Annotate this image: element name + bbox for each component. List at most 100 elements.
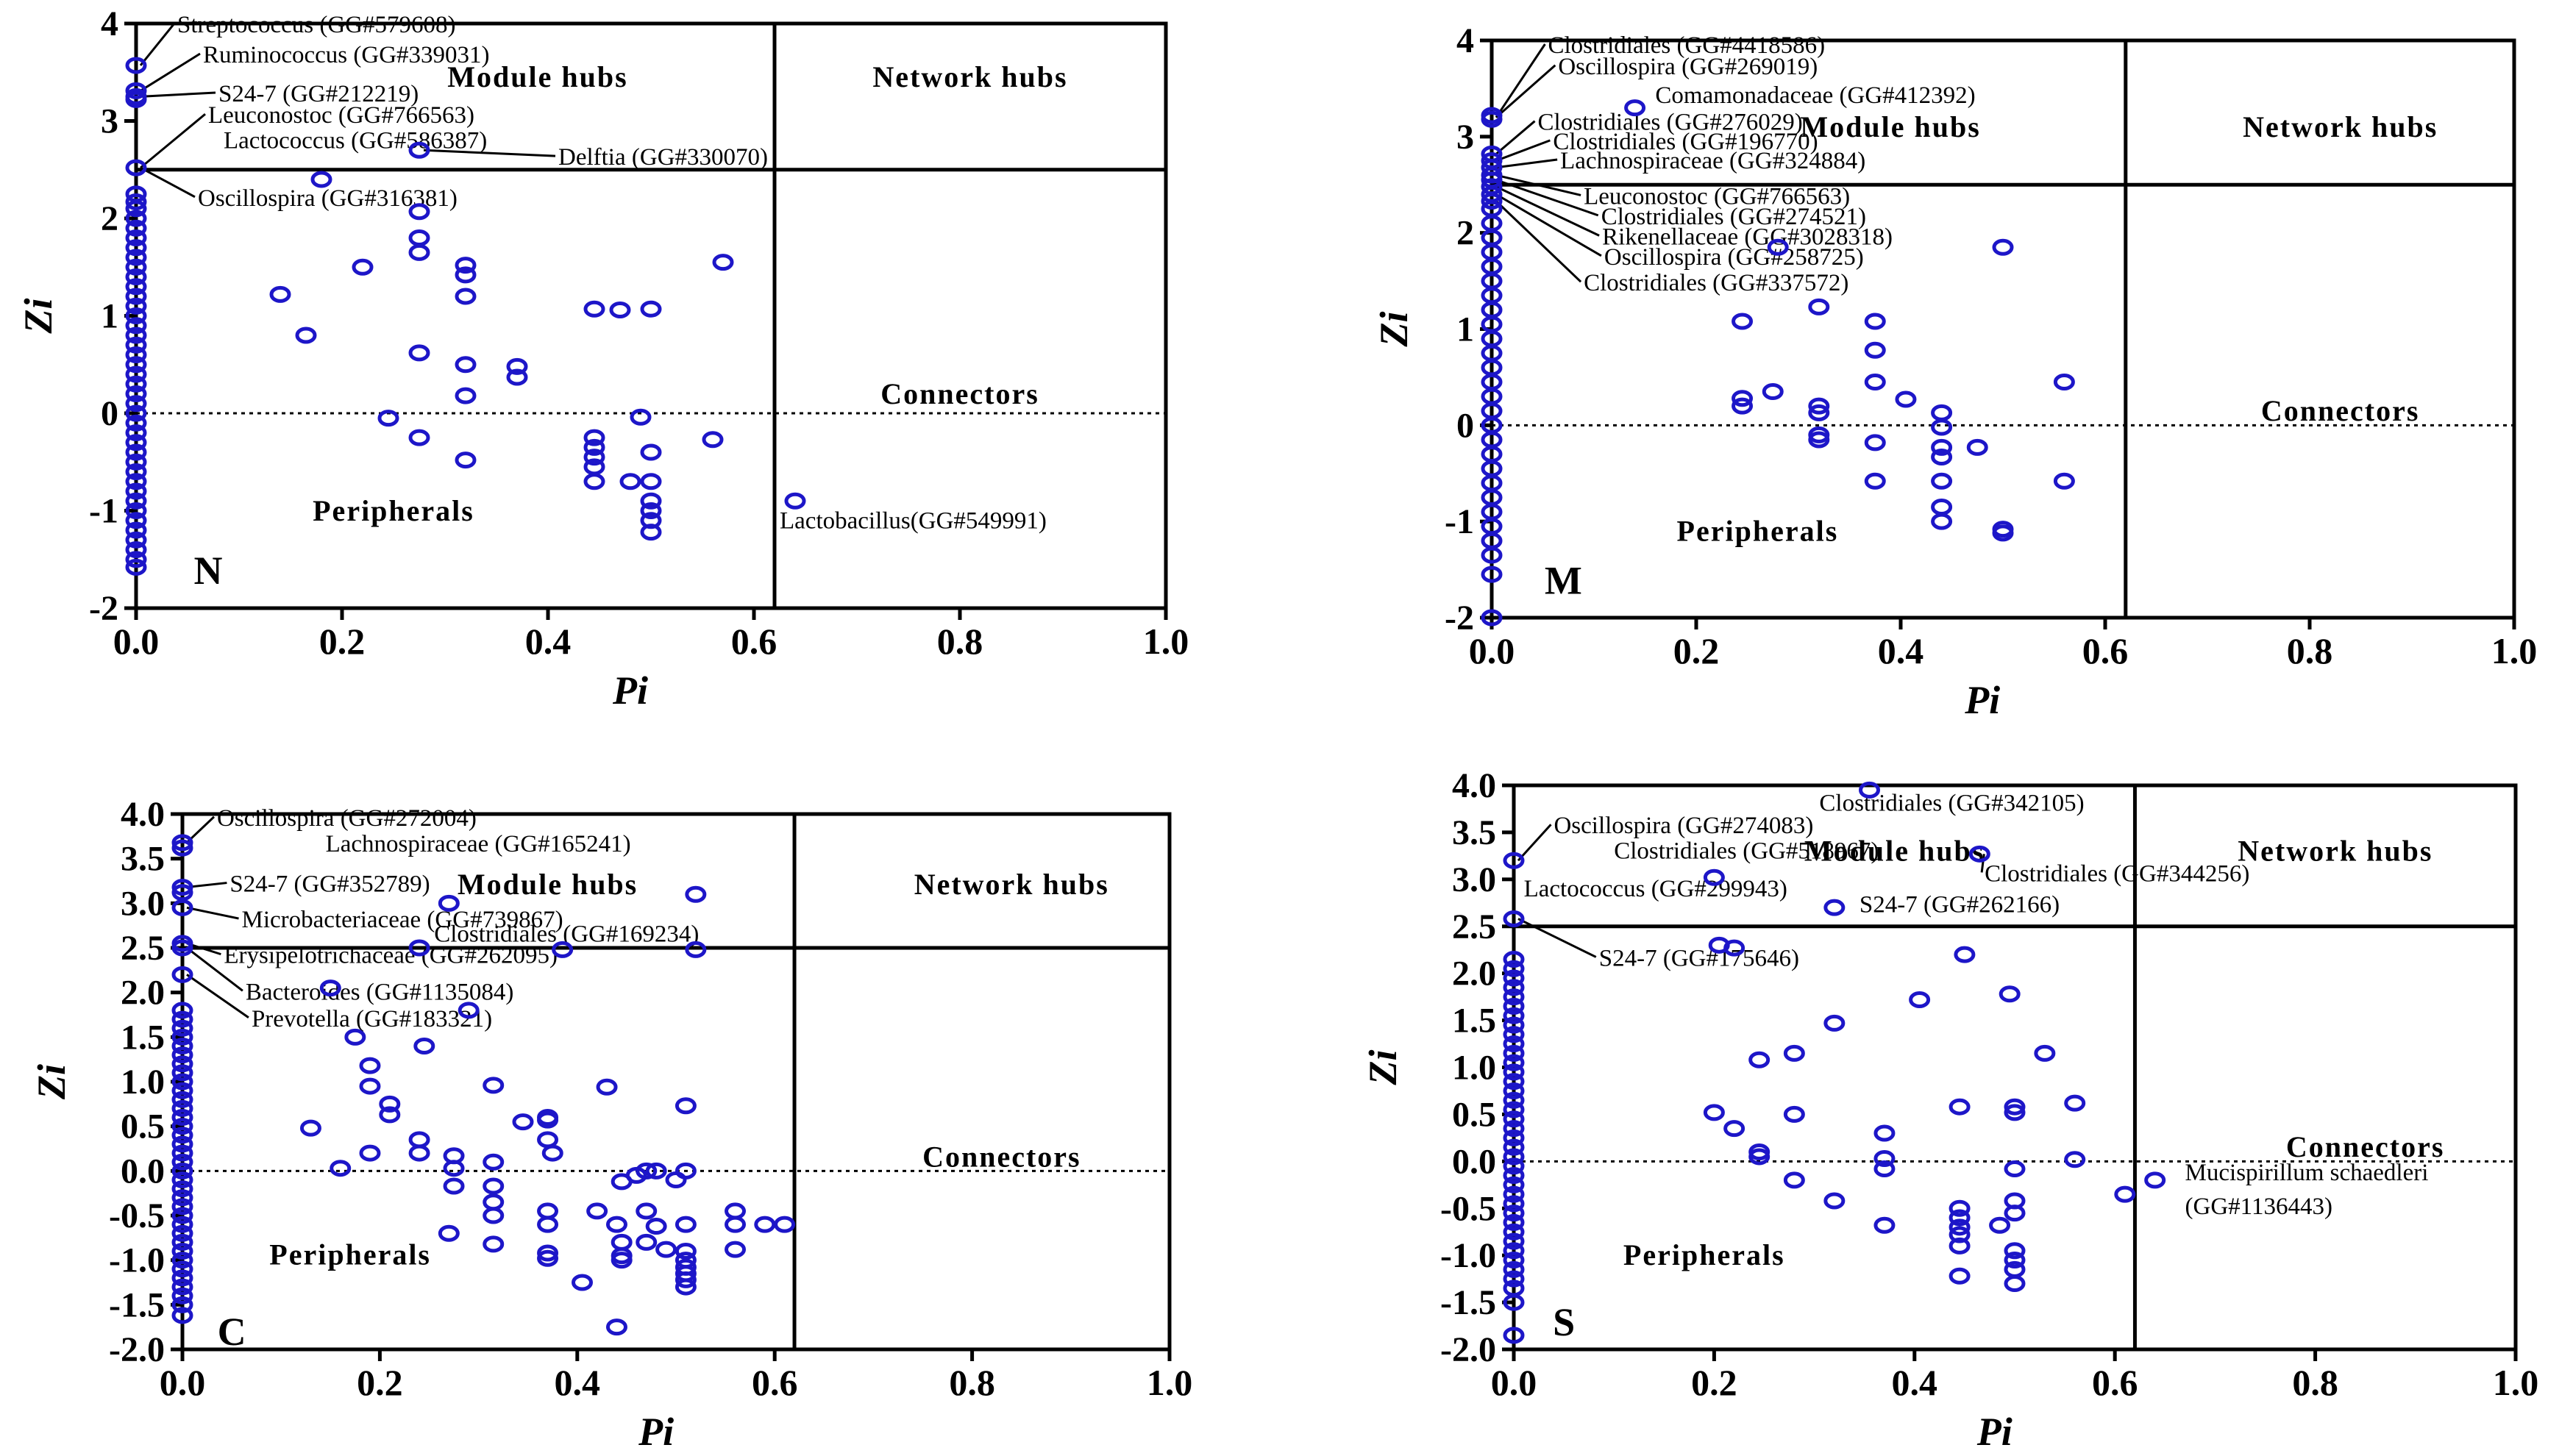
annotation-leader-line [1495, 43, 1546, 118]
node-point [379, 1106, 401, 1124]
node-point [2114, 1185, 2136, 1203]
annotation-leader-line [1495, 185, 1600, 237]
y-tick-label: 0.0 [1452, 1142, 1496, 1181]
node-point [125, 219, 147, 237]
x-tick-label: 0.2 [357, 1362, 403, 1403]
node-point [2004, 1098, 2026, 1116]
node-point [171, 1099, 193, 1117]
node-point [2004, 1242, 2026, 1260]
node-point [1968, 845, 1990, 863]
x-tick-label: 0.4 [1878, 630, 1924, 671]
node-point [537, 1244, 559, 1262]
node-point [1949, 1237, 1971, 1255]
node-point [1481, 546, 1503, 564]
y-tick-label: 3.0 [1452, 860, 1496, 899]
node-point [1503, 1082, 1525, 1099]
node-point [583, 300, 605, 318]
peripherals-label: Peripherals [269, 1238, 431, 1271]
node-point [171, 1109, 193, 1127]
y-tick-label: 2 [101, 199, 118, 238]
y-tick-label: 0.5 [121, 1107, 165, 1146]
node-point [125, 443, 147, 461]
node-point [171, 1180, 193, 1198]
y-tick-label: 1.5 [1452, 1002, 1496, 1041]
node-point [1762, 383, 1784, 401]
node-point [2004, 1205, 2026, 1222]
connectors-label: Connectors [880, 377, 1039, 410]
node-point [1949, 1199, 1971, 1217]
node-point [1808, 431, 1830, 449]
node-point [125, 239, 147, 257]
y-tick-label: -0.5 [1440, 1189, 1496, 1228]
node-point [1873, 1216, 1896, 1234]
node-point [583, 473, 605, 490]
node-point [125, 200, 147, 218]
node-point [1503, 1270, 1525, 1288]
panel-letter: N [194, 549, 223, 593]
node-point [1823, 1014, 1846, 1032]
node-point [344, 1028, 366, 1046]
node-point [125, 414, 147, 432]
node-point [1808, 298, 1830, 315]
y-tick-label: -1.5 [109, 1285, 165, 1324]
node-point [125, 395, 147, 413]
node-point [1723, 1120, 1745, 1138]
node-point [512, 1113, 534, 1131]
y-tick-label: -0.5 [109, 1196, 165, 1235]
annotation-leader-line [140, 113, 206, 169]
node-point [125, 288, 147, 305]
node-point [611, 1252, 633, 1269]
node-point [1732, 397, 1754, 415]
node-point [1873, 1124, 1896, 1142]
node-annotation-label: Clostridiales (GG#4418586) [1548, 32, 1825, 59]
node-point [685, 885, 707, 903]
node-annotation-label: Oscillospira (GG#258725) [1604, 244, 1864, 271]
x-axis-title: Pi [1964, 678, 2000, 722]
node-point [171, 1189, 193, 1207]
node-point [1503, 1293, 1525, 1311]
node-point [636, 1202, 658, 1220]
node-point [583, 449, 605, 466]
node-point [171, 1028, 193, 1046]
node-point [1909, 991, 1931, 1008]
node-point [1873, 1149, 1896, 1167]
module-hubs-label: Module hubs [458, 868, 638, 901]
x-tick-label: 0.6 [752, 1362, 798, 1403]
node-point [1503, 1167, 1525, 1185]
annotation-leader-line [139, 22, 176, 66]
node-point [640, 524, 662, 541]
node-annotation-label: Prevotella (GG#183321) [252, 1006, 492, 1032]
node-point [1503, 1026, 1525, 1043]
node-point [171, 1296, 193, 1313]
node-annotation-label: Clostridiales (GG#337572) [1584, 270, 1848, 296]
x-tick-label: 0.4 [1892, 1362, 1938, 1403]
node-point [125, 375, 147, 393]
module-hubs-label: Module hubs [1800, 110, 1980, 143]
node-point [125, 463, 147, 480]
node-point [408, 141, 430, 159]
node-point [171, 1198, 193, 1216]
node-point [1783, 1044, 1805, 1062]
network-hubs-label: Network hubs [2243, 110, 2438, 143]
annotation-leader-line [1495, 158, 1558, 169]
node-point [1503, 997, 1525, 1015]
node-annotation-label: Lactococcus (GG#586387) [224, 128, 487, 154]
node-point [1481, 565, 1503, 583]
y-axis-title: Zi [29, 1064, 74, 1100]
panel-c: 0.0 0.2 0.4 0.6 0.8 1.0 -2.0 -1.5 -1.0 -0.5 0.0 0.5… [29, 795, 1192, 1454]
node-point [443, 1177, 465, 1195]
y-tick-label: 0.0 [121, 1152, 165, 1191]
node-point [171, 899, 193, 916]
node-point [1949, 1098, 1971, 1116]
node-point [125, 502, 147, 519]
y-axis-title: Zi [1361, 1050, 1405, 1086]
node-point [269, 285, 291, 303]
node-point [413, 1037, 435, 1054]
y-tick-label: 1.5 [121, 1018, 165, 1057]
x-tick-label: 1.0 [1147, 1362, 1193, 1403]
node-point [443, 1160, 465, 1177]
node-point [1503, 1176, 1525, 1193]
annotation-leader-line [140, 91, 216, 98]
x-tick-label: 1.0 [2491, 630, 2538, 671]
